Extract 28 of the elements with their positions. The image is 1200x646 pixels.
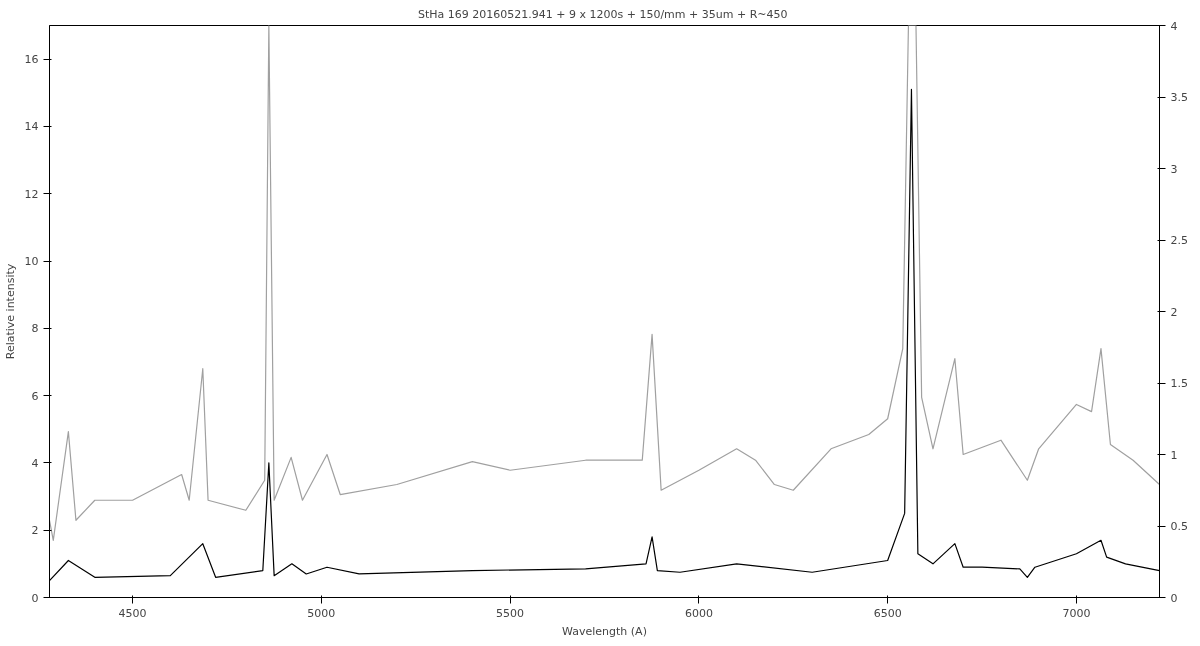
y-tick-label: 4 — [31, 456, 39, 470]
y2-tick-label: 1.5 — [1170, 377, 1188, 390]
x-tick-label: 4500 — [118, 606, 147, 620]
y2-tick-label: 0.5 — [1170, 520, 1188, 533]
y-tick-label: 14 — [24, 120, 39, 134]
x-tick-label: 6500 — [873, 606, 902, 620]
y2-tick-label: 0 — [1170, 591, 1178, 605]
y-axis-title: Relative intensity — [3, 263, 17, 360]
y-tick-label: 12 — [24, 187, 39, 201]
x-tick-label: 7000 — [1062, 606, 1091, 620]
y-tick-label: 2 — [31, 524, 39, 538]
x-tick-label: 5000 — [307, 606, 336, 620]
y2-tick-label: 2 — [1170, 305, 1178, 319]
y-tick-label: 16 — [24, 53, 39, 67]
y2-tick-label: 3.5 — [1170, 91, 1188, 104]
y2-tick-label: 4 — [1170, 19, 1178, 33]
y2-tick-label: 2.5 — [1170, 234, 1188, 247]
y-tick-label: 10 — [24, 255, 39, 269]
y-tick-label: 6 — [31, 389, 39, 403]
y-tick-label: 8 — [31, 322, 39, 336]
x-tick-label: 6000 — [684, 606, 713, 620]
y-tick-label: 0 — [31, 591, 39, 605]
y2-tick-label: 3 — [1170, 162, 1178, 176]
y2-tick-label: 1 — [1170, 448, 1178, 462]
line-series — [49, 25, 1160, 541]
x-tick-label: 5500 — [496, 606, 525, 620]
chart-title: StHa 169 20160521.941 + 9 x 1200s + 150/mm + 35um + R~450 — [417, 7, 788, 21]
x-axis-title: Wavelength (A) — [562, 624, 647, 638]
